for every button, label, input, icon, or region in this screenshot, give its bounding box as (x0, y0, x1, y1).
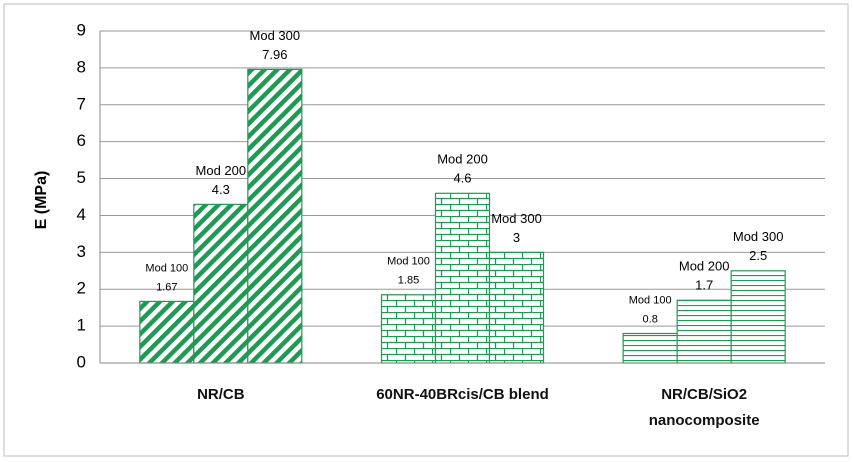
data-label: 4.6 (453, 171, 471, 186)
bar (247, 68, 303, 364)
data-label-name: Mod 100 (629, 294, 672, 306)
data-label-name: Mod 100 (145, 262, 188, 274)
data-label: 4.3 (212, 182, 230, 197)
bar (380, 294, 437, 364)
data-label: 3 (513, 230, 520, 245)
data-label-name: Mod 300 (250, 28, 301, 43)
y-tick-label: 2 (77, 279, 86, 298)
bar (488, 251, 545, 364)
y-tick-label: 0 (77, 352, 86, 371)
y-tick-label: 5 (77, 168, 86, 187)
x-tick-label: 60NR-40BRcis/CB blend (376, 386, 549, 403)
y-axis-title: E (MPa) (33, 171, 50, 230)
data-label: 1.85 (398, 275, 419, 287)
y-tick-label: 9 (77, 20, 86, 39)
y-tick-label: 6 (77, 131, 86, 150)
y-tick-label: 7 (77, 94, 86, 113)
data-label-name: Mod 200 (196, 163, 247, 178)
bar (676, 299, 732, 364)
data-label-name: Mod 200 (679, 259, 730, 274)
bar (193, 203, 249, 364)
y-tick-label: 1 (77, 316, 86, 335)
data-label: 1.7 (695, 278, 713, 293)
data-label-name: Mod 300 (491, 211, 542, 226)
y-tick-label: 3 (77, 242, 86, 261)
x-tick-label: NR/CB/SiO2 nanocomposite (648, 386, 760, 429)
data-label: 7.96 (262, 47, 287, 62)
data-label-name: Mod 300 (733, 229, 784, 244)
frame (3, 3, 849, 457)
y-tick-label: 8 (77, 57, 86, 76)
bar (622, 332, 678, 364)
x-tick-label: NR/CB (197, 386, 245, 403)
data-label: 2.5 (749, 248, 767, 263)
data-label: 0.8 (643, 313, 658, 325)
bar (139, 300, 195, 364)
bar (730, 270, 786, 364)
data-label-name: Mod 200 (437, 152, 488, 167)
y-tick-label: 4 (77, 205, 86, 224)
data-label-name: Mod 100 (387, 256, 430, 268)
data-label: 1.67 (156, 281, 177, 293)
bar (434, 192, 491, 364)
